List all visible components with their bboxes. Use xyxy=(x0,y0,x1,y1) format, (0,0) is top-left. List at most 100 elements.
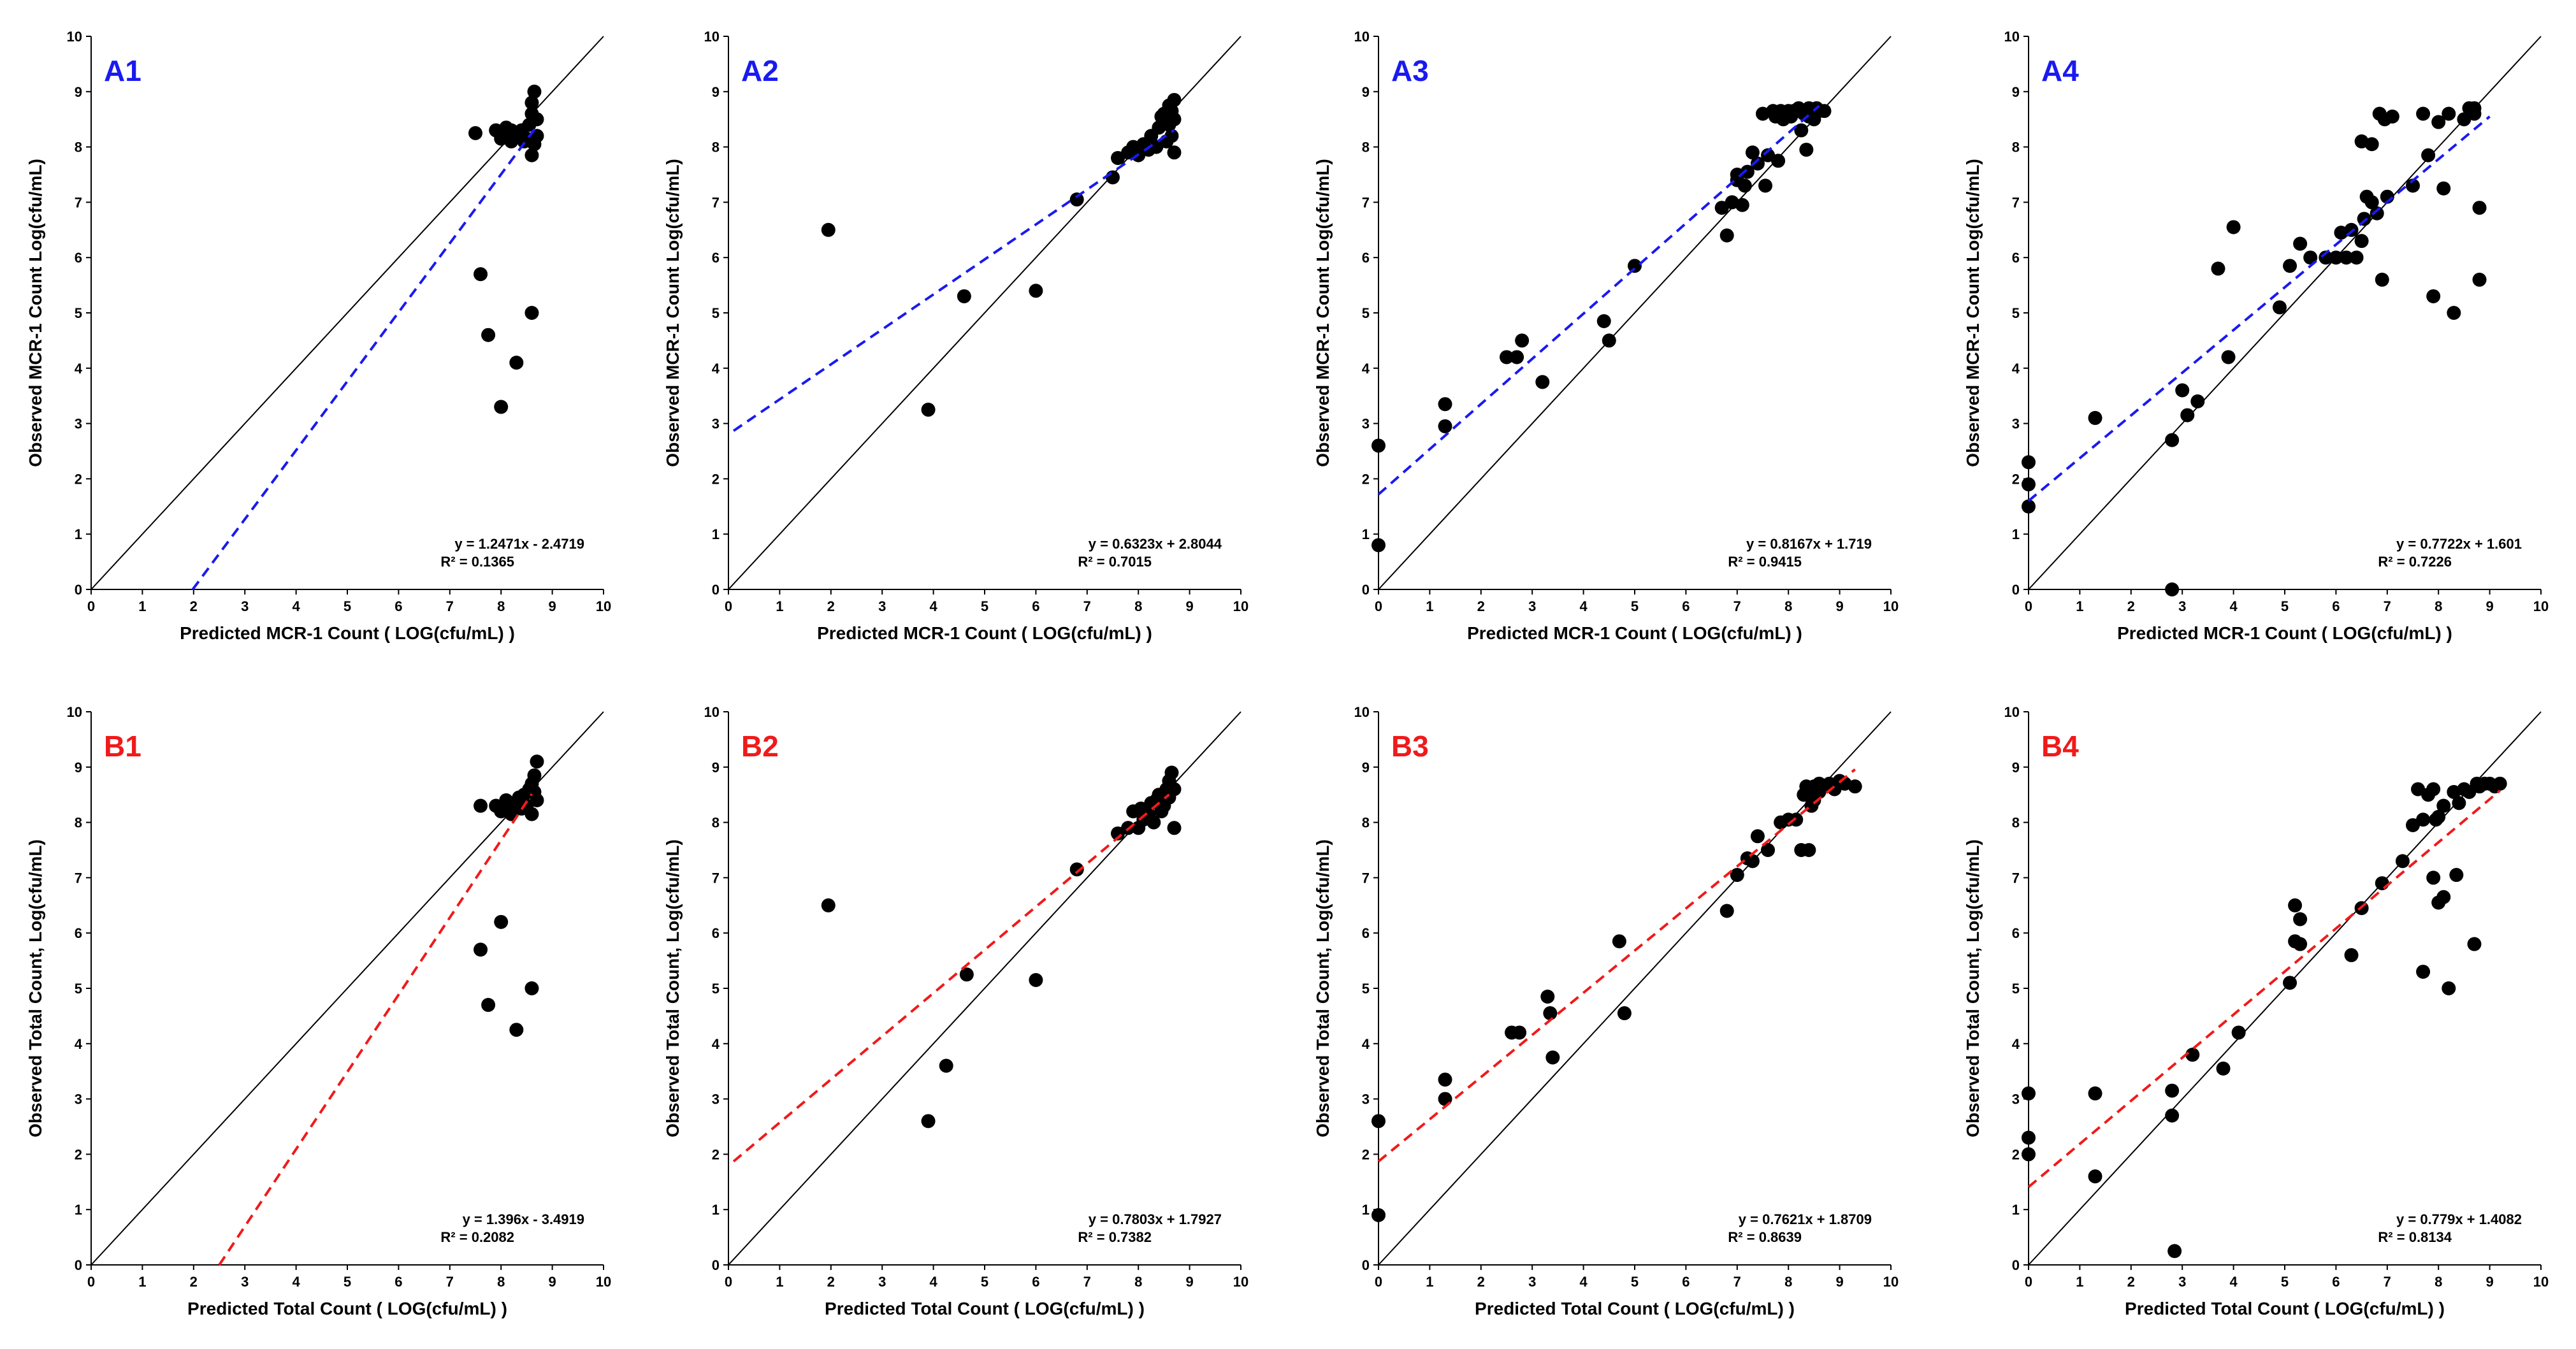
data-point xyxy=(1111,150,1125,165)
y-tick-label: 4 xyxy=(1362,361,1370,377)
data-point xyxy=(2354,234,2369,249)
x-tick-label: 10 xyxy=(1883,598,1899,614)
data-point xyxy=(1596,314,1611,329)
x-tick-label: 5 xyxy=(981,1274,988,1290)
y-tick-label: 2 xyxy=(1362,471,1370,487)
y-tick-label: 6 xyxy=(712,925,720,941)
data-point xyxy=(2467,937,2482,951)
data-point xyxy=(1029,284,1043,298)
x-axis-title: Predicted Total Count ( LOG(cfu/mL) ) xyxy=(825,1299,1145,1318)
panel-label: B2 xyxy=(741,730,779,763)
x-axis-title: Predicted MCR-1 Count ( LOG(cfu/mL) ) xyxy=(180,623,515,643)
data-point xyxy=(1164,765,1179,780)
x-tick-label: 7 xyxy=(1083,598,1091,614)
data-point xyxy=(1543,1006,1558,1021)
data-point xyxy=(1735,198,1749,212)
data-point xyxy=(2022,477,2036,492)
chart-panel-b1: 00 1 1 2 2 3 3 4 4 5 5 6 6 7 7 8 8 9 9 10 10 B1 y = 1.396x - 3… xyxy=(25,704,611,1318)
x-tick-label: 4 xyxy=(292,598,300,614)
data-point xyxy=(2431,809,2446,824)
data-point xyxy=(2472,201,2487,215)
y-tick-label: 9 xyxy=(2012,84,2020,100)
data-point xyxy=(2436,181,2451,196)
data-point xyxy=(2449,868,2464,883)
chart-panel-a3: 00 1 1 2 2 3 3 4 4 5 5 6 6 7 7 8 8 9 9 10 10 A3 y = 0.8167x + … xyxy=(1313,29,1899,643)
data-point xyxy=(517,134,532,148)
y-tick-label: 4 xyxy=(1362,1036,1370,1052)
y-tick-label: 4 xyxy=(75,361,83,377)
data-point xyxy=(2364,195,2379,210)
r-squared-label: R² = 0.8134 xyxy=(2378,1229,2452,1245)
y-tick-label: 8 xyxy=(1362,140,1370,155)
data-point xyxy=(2022,1130,2036,1145)
data-point xyxy=(2370,206,2384,220)
regression-equation: y = 0.7722x + 1.601 xyxy=(2396,536,2522,552)
r-squared-label: R² = 0.7226 xyxy=(2378,554,2452,570)
y-tick-label: 2 xyxy=(1362,1146,1370,1162)
data-point xyxy=(1167,145,1182,160)
x-tick-label: 6 xyxy=(1682,1274,1690,1290)
y-axis-title: Observed Total Count, Log(cfu/mL) xyxy=(1963,839,1983,1137)
y-tick-label: 7 xyxy=(2012,194,2020,210)
r-squared-label: R² = 0.7382 xyxy=(1078,1229,1152,1245)
x-axis-title: Predicted MCR-1 Count ( LOG(cfu/mL) ) xyxy=(817,623,1152,643)
regression-equation: y = 0.6323x + 2.8044 xyxy=(1089,536,1222,552)
data-point xyxy=(1029,972,1043,987)
y-tick-label: 9 xyxy=(712,760,720,775)
data-point xyxy=(2442,106,2456,121)
trend-line xyxy=(732,129,1175,432)
data-point xyxy=(2416,106,2431,121)
data-point xyxy=(1617,1006,1632,1021)
y-tick-label: 6 xyxy=(712,250,720,266)
data-point xyxy=(2167,1244,2182,1259)
x-tick-label: 0 xyxy=(87,1274,95,1290)
data-point xyxy=(509,1023,524,1037)
data-point xyxy=(474,267,488,282)
y-axis-title: Observed Total Count, Log(cfu/mL) xyxy=(663,839,683,1137)
data-point xyxy=(1758,178,1773,193)
y-axis-title: Observed Total Count, Log(cfu/mL) xyxy=(25,839,45,1137)
x-tick-label: 8 xyxy=(1784,1274,1792,1290)
data-point xyxy=(2421,148,2436,162)
x-tick-label: 5 xyxy=(2281,598,2289,614)
data-point xyxy=(1602,333,1616,348)
y-tick-label: 4 xyxy=(712,361,720,377)
data-point xyxy=(2088,1169,2102,1184)
x-tick-label: 2 xyxy=(190,598,198,614)
y-tick-label: 10 xyxy=(67,29,82,45)
x-tick-label: 6 xyxy=(2332,598,2340,614)
x-tick-label: 9 xyxy=(1835,598,1843,614)
data-point xyxy=(2022,1147,2036,1162)
x-tick-label: 0 xyxy=(2025,598,2032,614)
data-point xyxy=(525,306,539,320)
y-tick-label: 1 xyxy=(712,526,720,542)
data-point xyxy=(1069,192,1084,207)
x-tick-label: 6 xyxy=(1032,1274,1039,1290)
x-tick-label: 8 xyxy=(497,1274,505,1290)
x-tick-label: 7 xyxy=(1733,598,1741,614)
y-tick-label: 8 xyxy=(75,815,82,831)
y-tick-label: 9 xyxy=(1362,760,1370,775)
data-point xyxy=(2344,948,2359,962)
x-tick-label: 8 xyxy=(1784,598,1792,614)
x-tick-label: 7 xyxy=(446,598,454,614)
y-tick-label: 2 xyxy=(2012,1146,2020,1162)
x-tick-label: 2 xyxy=(2127,1274,2135,1290)
data-point xyxy=(2447,306,2461,320)
identity-line xyxy=(2028,36,2542,590)
trend-line xyxy=(732,793,1170,1163)
data-point xyxy=(2319,250,2333,265)
y-tick-label: 5 xyxy=(2012,305,2020,321)
x-tick-label: 9 xyxy=(2486,598,2493,614)
y-tick-label: 5 xyxy=(1362,981,1370,997)
data-point xyxy=(1500,350,1514,364)
x-tick-label: 7 xyxy=(1083,1274,1091,1290)
x-tick-label: 4 xyxy=(1579,1274,1588,1290)
data-point xyxy=(821,898,836,913)
y-tick-label: 0 xyxy=(2012,582,2020,598)
y-axis-title: Observed MCR-1 Count Log(cfu/mL) xyxy=(25,159,45,467)
x-tick-label: 6 xyxy=(394,598,402,614)
x-tick-label: 9 xyxy=(548,1274,556,1290)
y-tick-label: 5 xyxy=(712,981,720,997)
x-tick-label: 0 xyxy=(725,598,732,614)
